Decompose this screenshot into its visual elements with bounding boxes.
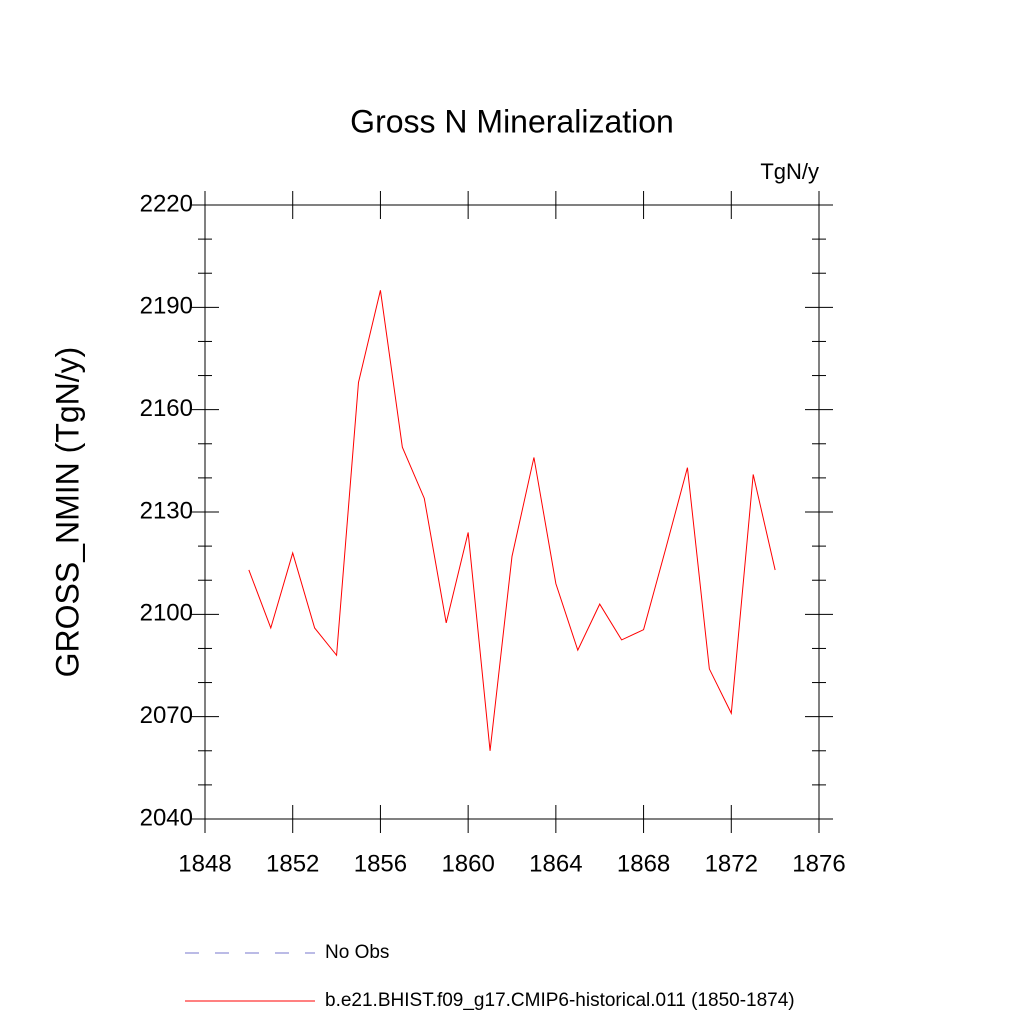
plot-frame: [204, 204, 820, 820]
x-tick-label: 1864: [529, 850, 582, 877]
y-axis-label: GROSS_NMIN (TgN/y): [49, 347, 85, 678]
x-tick-label: 1852: [266, 850, 319, 877]
legend-label: No Obs: [325, 942, 389, 963]
y-tick-label: 2130: [140, 497, 193, 524]
x-tick-label: 1848: [178, 850, 231, 877]
x-tick-label: 1860: [441, 850, 494, 877]
y-tick-label: 2160: [140, 395, 193, 422]
y-tick-label: 2220: [140, 190, 193, 217]
x-tick-label: 1868: [617, 850, 670, 877]
y-tick-label: 2100: [140, 600, 193, 627]
y-tick-label: 2190: [140, 293, 193, 320]
x-tick-label: 1856: [354, 850, 407, 877]
chart-title: Gross N Mineralization: [350, 103, 674, 139]
y-tick-label: 2070: [140, 702, 193, 729]
x-tick-label: 1876: [792, 850, 845, 877]
legend-label: b.e21.BHIST.f09_g17.CMIP6-historical.011…: [325, 990, 795, 1011]
units-label: TgN/y: [760, 159, 819, 184]
data-line: [248, 290, 776, 751]
y-tick-label: 2040: [140, 804, 193, 831]
x-tick-label: 1872: [705, 850, 758, 877]
